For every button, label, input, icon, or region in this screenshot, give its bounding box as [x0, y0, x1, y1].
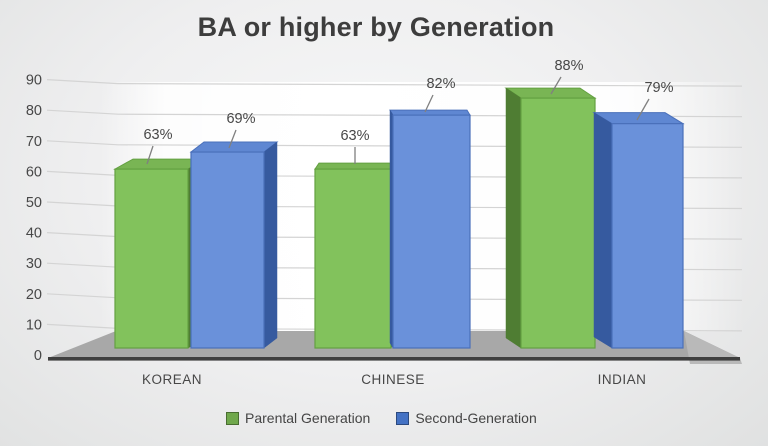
data-label-leader-line — [636, 98, 650, 121]
legend-swatch-blue — [396, 411, 410, 425]
legend-label: Parental Generation — [245, 410, 371, 426]
y-axis-tick-label: 10 — [26, 317, 42, 333]
y-axis-tick-label: 0 — [34, 348, 42, 364]
x-axis-category-label: KOREAN — [142, 372, 202, 387]
data-label: 88% — [554, 58, 583, 74]
data-label-leader-line — [424, 94, 434, 113]
x-axis-line — [48, 357, 740, 361]
y-axis-tick-label: 40 — [26, 226, 42, 242]
bar-korean-second-generation — [190, 151, 265, 349]
x-axis-category-label: CHINESE — [361, 372, 425, 387]
data-label: 79% — [644, 80, 673, 96]
legend-swatch-green — [226, 411, 239, 425]
bar-top-face — [389, 109, 471, 116]
y-axis-tick-label: 60 — [26, 164, 42, 180]
y-axis-tick-label: 50 — [26, 195, 42, 211]
bar-side-face — [593, 112, 613, 349]
data-label-leader-line — [550, 76, 562, 95]
bar-side-face — [505, 87, 522, 349]
y-axis-tick-label: 70 — [26, 134, 42, 150]
bar-indian-second-generation — [611, 123, 684, 349]
y-axis-tick-label: 80 — [26, 103, 42, 119]
y-axis-tick-label: 90 — [26, 73, 42, 89]
chart-legend: Parental Generation Second-Generation — [226, 410, 537, 426]
bar-top-face — [504, 87, 597, 99]
legend-item-parental-generation: Parental Generation — [226, 410, 370, 426]
gridline — [46, 79, 743, 87]
x-axis-category-label: INDIAN — [598, 372, 647, 387]
bar-chinese-second-generation — [392, 114, 471, 349]
legend-item-second-generation: Second-Generation — [396, 410, 537, 426]
y-axis-tick-label: 30 — [26, 256, 42, 272]
chart-title: BA or higher by Generation — [197, 12, 555, 42]
data-label: 69% — [226, 111, 255, 127]
data-label: 63% — [143, 127, 172, 143]
chart-floor-edge — [684, 331, 742, 364]
y-axis-tick-label: 20 — [26, 287, 42, 303]
bar-top-face — [189, 141, 279, 153]
bar-korean-parental — [114, 168, 189, 349]
legend-label: Second-Generation — [415, 410, 537, 426]
data-label: 63% — [340, 128, 369, 144]
bar-chinese-parental — [314, 168, 392, 349]
bar-indian-parental — [520, 97, 596, 349]
data-label: 82% — [426, 76, 455, 92]
data-label-leader-line — [146, 145, 154, 165]
data-label-leader-line — [228, 129, 237, 149]
bar-side-face — [263, 141, 278, 349]
